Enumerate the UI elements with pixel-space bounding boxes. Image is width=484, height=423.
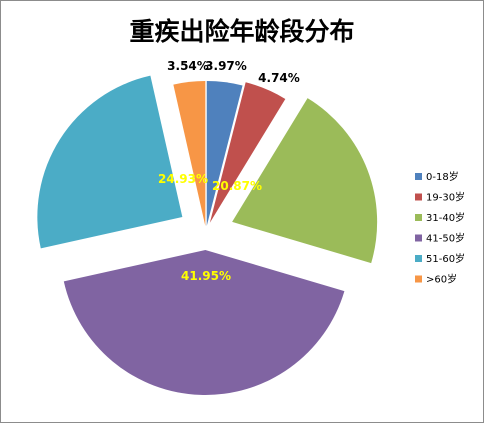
legend-label->60岁: >60岁 xyxy=(426,273,457,286)
pie-slices xyxy=(37,76,377,395)
legend-swatch-31-40岁 xyxy=(415,214,422,221)
chart-title: 重疾出险年龄段分布 xyxy=(129,17,354,46)
legend-swatch-0-18岁 xyxy=(415,173,422,180)
legend-label-19-30岁: 19-30岁 xyxy=(426,191,465,204)
legend-label-41-50岁: 41-50岁 xyxy=(426,232,465,245)
pie-slice-51-60岁 xyxy=(37,76,182,249)
data-label-31-40岁: 20.87% xyxy=(212,179,262,193)
data-label-41-50岁: 41.95% xyxy=(181,269,231,283)
legend-swatch-19-30岁 xyxy=(415,194,422,201)
data-label-19-30岁: 4.74% xyxy=(258,71,300,85)
data-label-51-60岁: 24.93% xyxy=(158,172,208,186)
legend-label-0-18岁: 0-18岁 xyxy=(426,170,459,183)
legend-label-31-40岁: 31-40岁 xyxy=(426,211,465,224)
legend-label-51-60岁: 51-60岁 xyxy=(426,252,465,265)
data-label-0-18岁: 3.97% xyxy=(205,59,247,73)
legend-swatch-41-50岁 xyxy=(415,235,422,242)
data-label->60岁: 3.54% xyxy=(167,59,209,73)
legend: 0-18岁 19-30岁 31-40岁 41-50岁 51-60岁 >60岁 xyxy=(415,170,465,286)
legend-swatch->60岁 xyxy=(415,276,422,283)
legend-swatch-51-60岁 xyxy=(415,255,422,262)
